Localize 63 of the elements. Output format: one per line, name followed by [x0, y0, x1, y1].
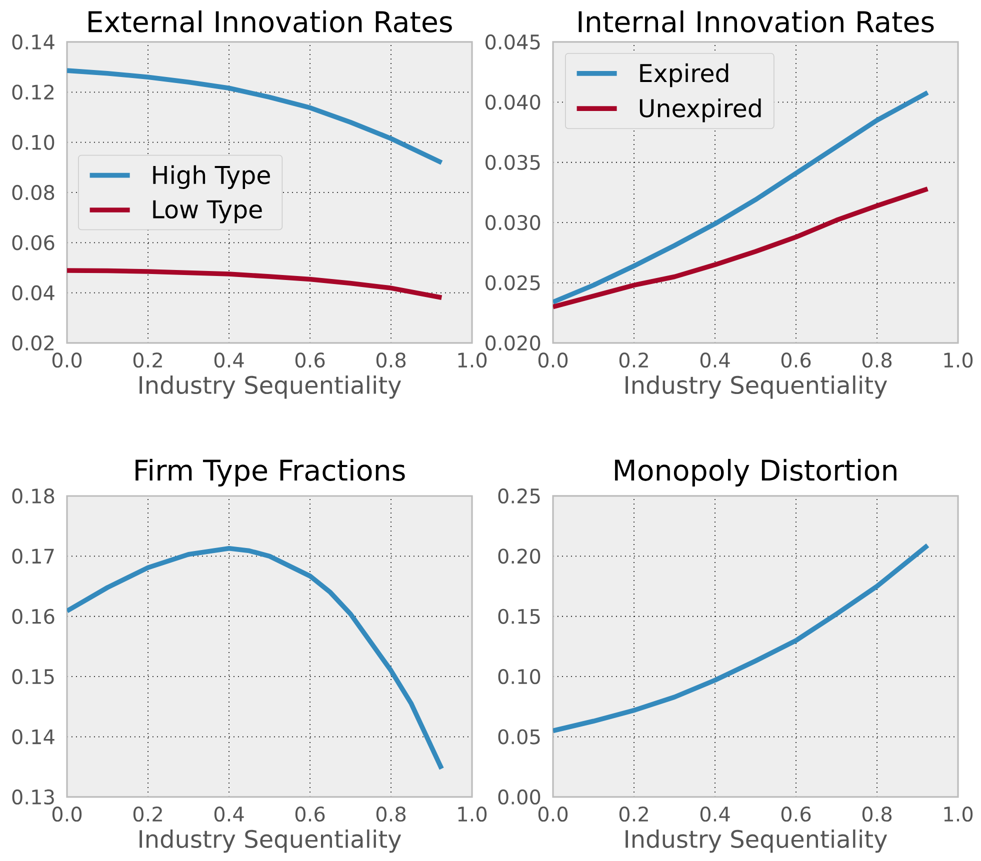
y-tick-label: 0.02 [12, 335, 54, 351]
chart-title: Monopoly Distortion [615, 458, 896, 486]
x-tick-label: 0.0 [538, 352, 568, 368]
y-tick-label: 0.14 [12, 729, 54, 744]
x-tick-label: 0.2 [619, 806, 648, 822]
x-tick-label: 0.2 [133, 352, 162, 368]
x-tick-label: 0.4 [700, 352, 730, 368]
chart-title: Firm Type Fractions [136, 458, 405, 486]
y-tick-label: 0.08 [12, 184, 54, 200]
line-series [67, 68, 444, 166]
y-tick-label: 0.17 [12, 548, 54, 564]
x-tick-label: 0.4 [700, 806, 730, 822]
y-tick-label: 0.20 [498, 548, 540, 564]
line-series [553, 542, 930, 734]
y-tick-label: 0.020 [486, 335, 540, 351]
x-axis-title: Industry Sequentiality [626, 375, 888, 399]
y-tick-label: 0.00 [498, 789, 540, 805]
y-tick-label: 0.15 [12, 669, 54, 684]
y-tick-label: 0.13 [12, 789, 54, 805]
y-tick-label: 0.04 [12, 285, 54, 300]
chart-title: Internal Innovation Rates [578, 10, 934, 32]
x-tick-label: 1.0 [944, 352, 973, 368]
x-tick-label: 0.0 [52, 352, 82, 368]
legend-label: Low Type [153, 200, 262, 224]
x-axis-title: Industry Sequentiality [626, 829, 888, 853]
x-tick-label: 0.6 [295, 352, 325, 368]
y-tick-label: 0.16 [12, 608, 54, 624]
y-tick-label: 0.030 [486, 215, 540, 230]
x-tick-label: 0.4 [214, 806, 244, 822]
y-tick-label: 0.025 [486, 275, 540, 290]
x-tick-label: 0.2 [133, 806, 162, 822]
x-tick-label: 0.6 [781, 806, 811, 822]
y-tick-label: 0.10 [12, 134, 54, 150]
x-tick-label: 1.0 [458, 806, 487, 822]
y-tick-label: 0.25 [498, 488, 540, 504]
x-tick-label: 0.8 [376, 806, 406, 822]
x-tick-label: 0.6 [295, 806, 325, 822]
y-tick-label: 0.18 [12, 488, 54, 504]
y-tick-label: 0.10 [498, 669, 540, 684]
x-axis-title: Industry Sequentiality [140, 829, 402, 853]
x-tick-label: 0.2 [619, 352, 648, 368]
x-tick-label: 0.6 [781, 352, 811, 368]
x-tick-label: 0.8 [862, 806, 892, 822]
x-tick-label: 1.0 [458, 352, 487, 368]
x-tick-label: 0.0 [538, 806, 568, 822]
x-tick-label: 0.8 [376, 352, 406, 368]
legend-label: Expired [640, 63, 728, 88]
y-tick-label: 0.12 [12, 84, 54, 100]
x-tick-label: 0.8 [862, 352, 892, 368]
legend-label: High Type [153, 165, 270, 189]
legend-label: Unexpired [640, 98, 761, 122]
x-axis-title: Industry Sequentiality [140, 375, 402, 399]
y-tick-label: 0.035 [486, 154, 540, 170]
x-tick-label: 0.4 [214, 352, 244, 368]
y-tick-label: 0.045 [486, 34, 540, 50]
x-tick-label: 1.0 [944, 806, 973, 822]
x-tick-label: 0.0 [52, 806, 82, 822]
y-tick-label: 0.15 [498, 608, 540, 624]
y-tick-label: 0.040 [486, 94, 540, 110]
y-tick-label: 0.06 [12, 235, 54, 250]
y-tick-label: 0.05 [498, 729, 540, 744]
y-tick-label: 0.14 [12, 34, 54, 50]
chart-title: External Innovation Rates [88, 10, 452, 32]
